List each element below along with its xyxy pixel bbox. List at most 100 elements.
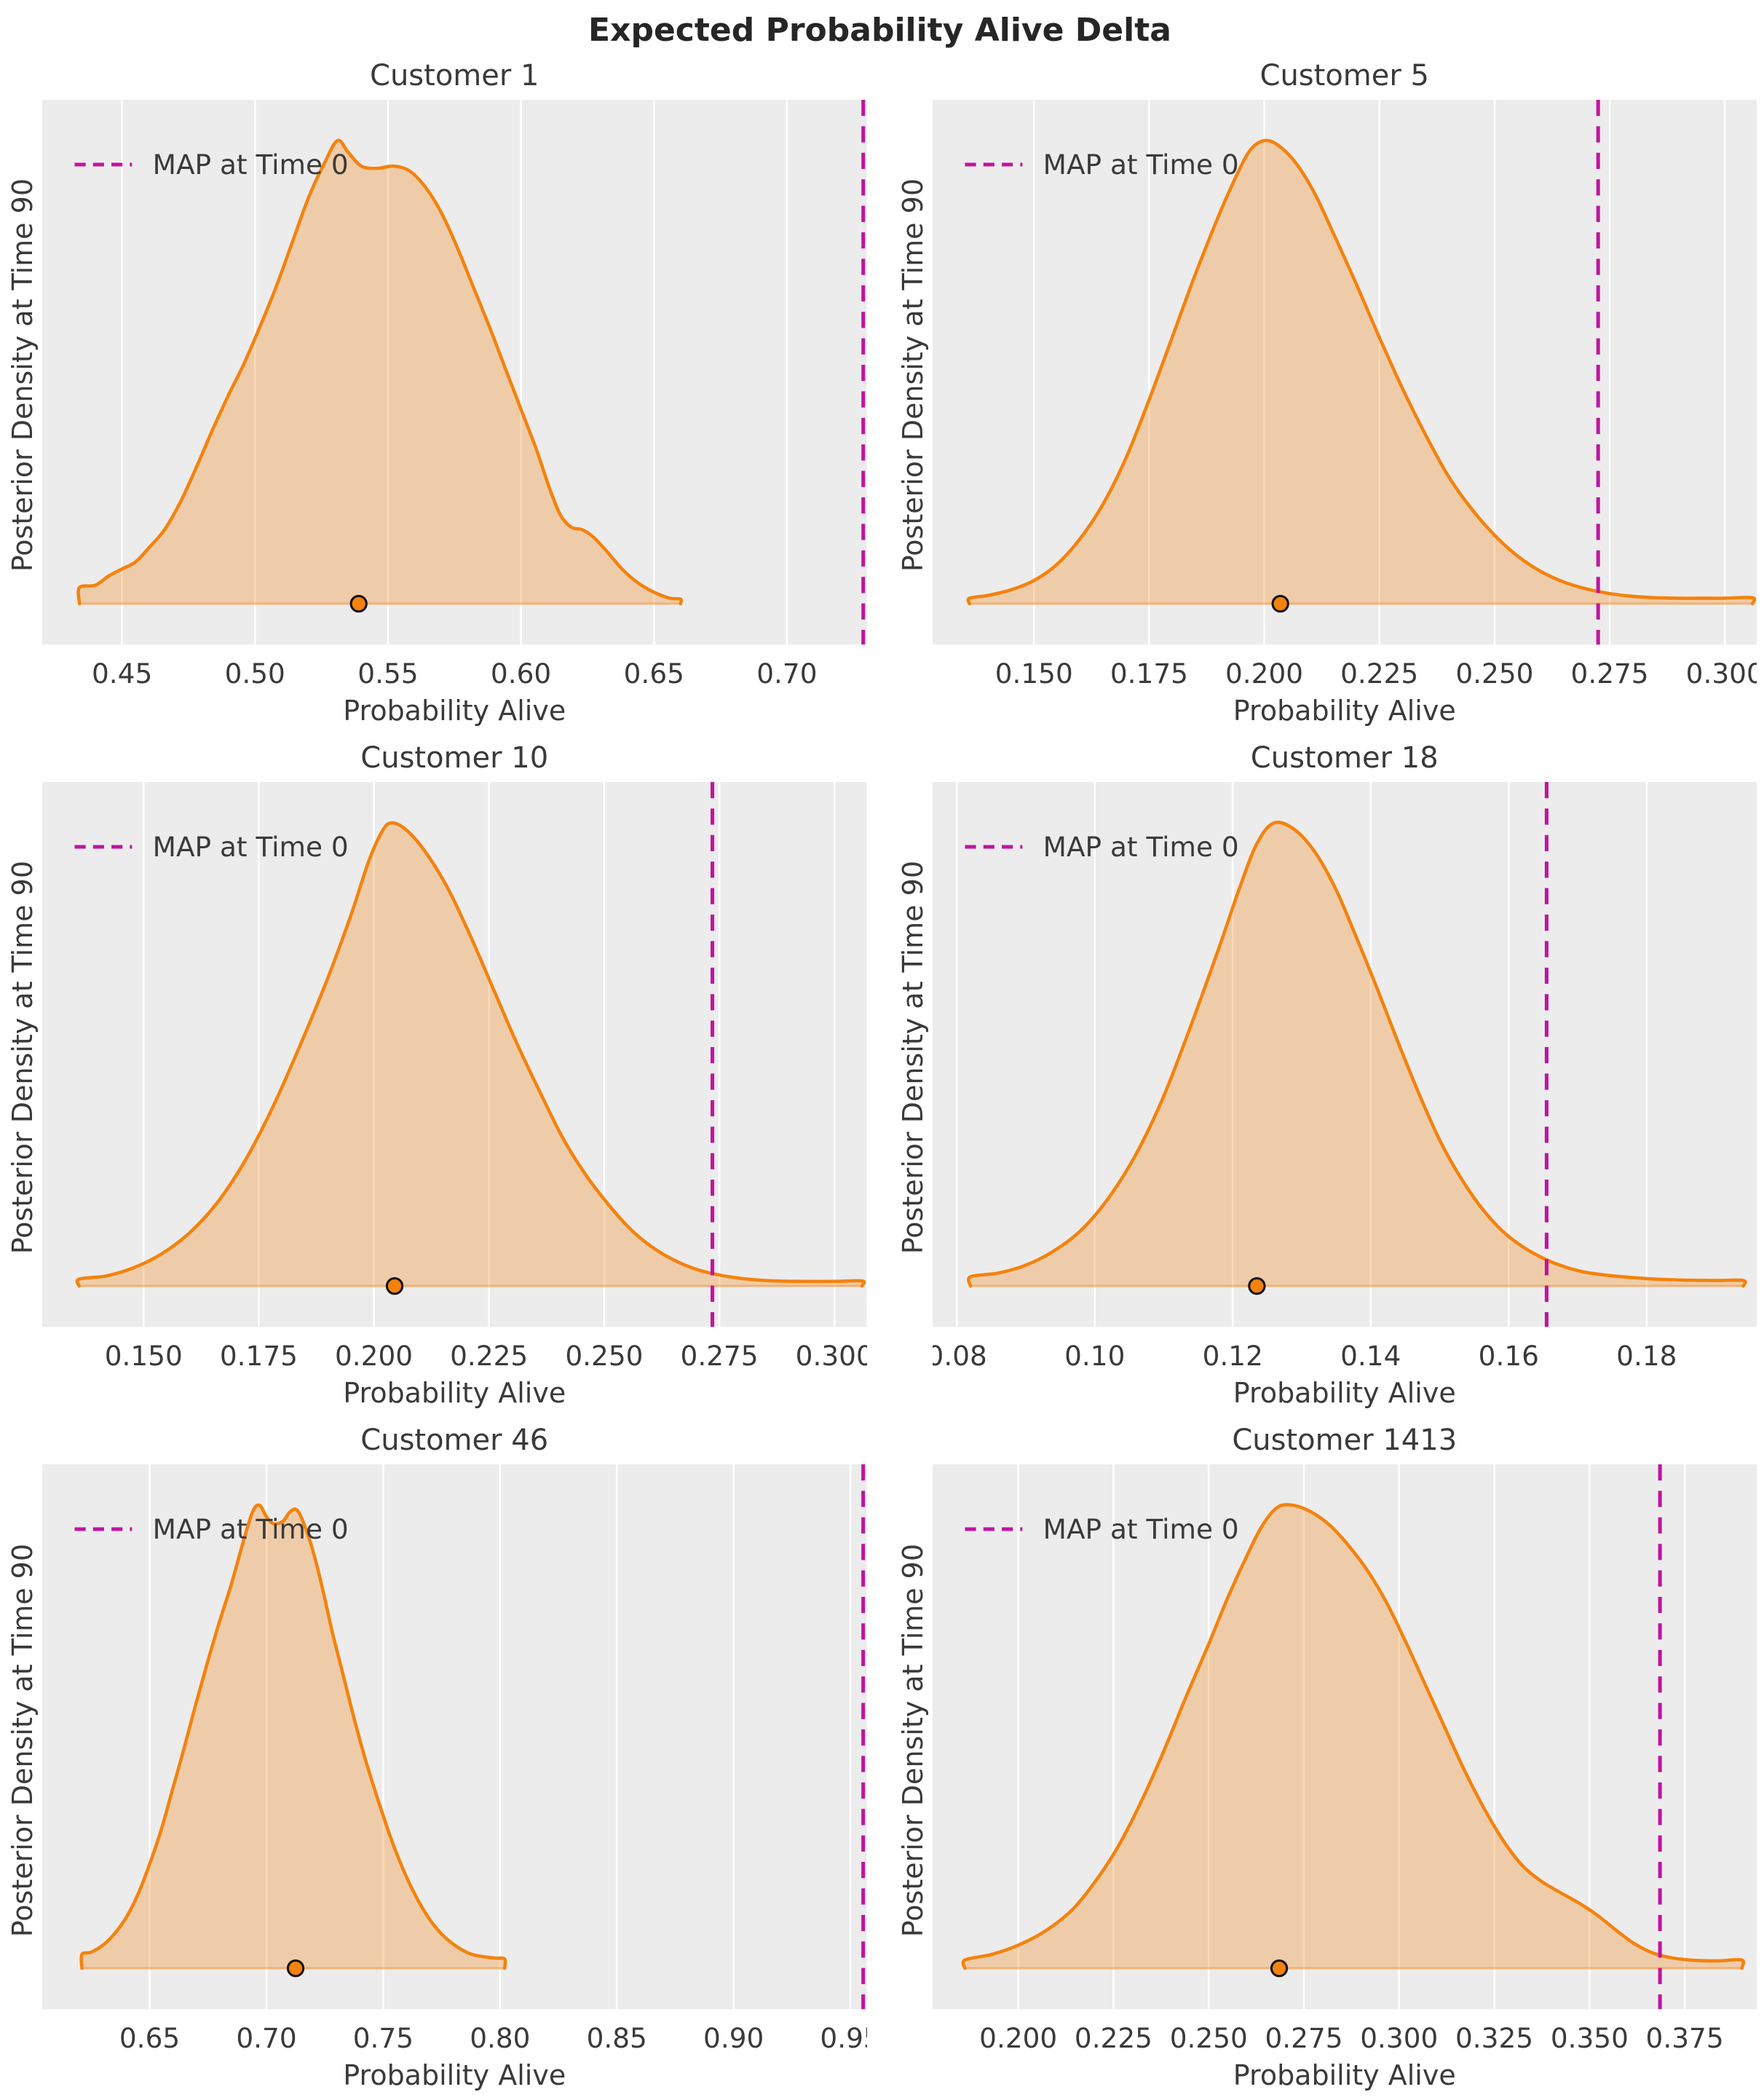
density-curve — [79, 1503, 507, 1970]
legend: MAP at Time 0 — [964, 1513, 1238, 1545]
subplot-title: Customer 1 — [370, 59, 539, 92]
expected-value-marker — [1247, 1277, 1266, 1295]
x-tick-label: 0.275 — [1570, 658, 1648, 690]
density-plot: MAP at Time 0 0.08 0.10 0.12 0.14 0.16 0.18 — [932, 782, 1757, 1372]
x-tick-label: 0.250 — [1169, 2022, 1247, 2054]
x-tick-label: 0.08 — [933, 1340, 987, 1372]
x-tick-label: 0.150 — [105, 1340, 183, 1372]
x-tick-label: 0.18 — [1616, 1340, 1677, 1372]
density-fill — [81, 1505, 506, 1969]
expected-value-marker — [1271, 595, 1289, 613]
x-tick-label: 0.225 — [1074, 2022, 1152, 2054]
x-tick-label: 0.250 — [565, 1340, 643, 1372]
y-axis-label: Posterior Density at Time 90 — [7, 861, 39, 1255]
density-curve — [961, 1503, 1745, 1970]
legend: MAP at Time 0 — [964, 149, 1238, 181]
x-tick-label: 0.70 — [236, 2022, 296, 2054]
x-tick-label: 0.275 — [681, 1340, 759, 1372]
plot-background — [932, 782, 1757, 1327]
expected-value-marker — [349, 595, 368, 613]
density-plot: MAP at Time 0 0.45 0.50 0.55 0.60 0.65 0.70 — [42, 100, 867, 690]
x-axis-label: Probability Alive — [343, 2059, 566, 2092]
x-tick-label: 0.275 — [1265, 2022, 1342, 2054]
legend: MAP at Time 0 — [964, 831, 1238, 863]
legend-label: MAP at Time 0 — [153, 1513, 349, 1545]
density-fill — [968, 822, 1745, 1287]
x-tick-label: 0.14 — [1340, 1340, 1401, 1372]
subplot-customer-18: Customer 18 Posterior Density at Time 90… — [893, 733, 1757, 1413]
density-curve — [75, 821, 866, 1288]
x-tick-label: 0.75 — [353, 2022, 414, 2054]
x-tick-label: 0.225 — [1340, 658, 1418, 690]
x-axis-label: Probability Alive — [1233, 2059, 1456, 2092]
x-tick-label: 0.250 — [1455, 658, 1533, 690]
subplot-customer-10: Customer 10 Posterior Density at Time 90… — [3, 733, 867, 1413]
x-tick-label: 0.12 — [1202, 1340, 1262, 1372]
x-tick-label: 0.85 — [587, 2022, 647, 2054]
x-tick-label: 0.65 — [119, 2022, 180, 2054]
x-tick-label: 0.70 — [756, 658, 817, 690]
x-tick-label: 0.300 — [1685, 658, 1757, 690]
x-tick-label: 0.225 — [450, 1340, 528, 1372]
legend-label: MAP at Time 0 — [1043, 831, 1238, 863]
plot-background — [42, 100, 867, 645]
x-tick-label: 0.95 — [820, 2022, 866, 2054]
x-tick-label: 0.200 — [979, 2022, 1057, 2054]
plot-background — [42, 782, 867, 1327]
density-curve — [966, 821, 1747, 1288]
x-tick-label: 0.10 — [1064, 1340, 1125, 1372]
expected-value-marker — [385, 1277, 404, 1295]
x-tick-label: 0.65 — [624, 658, 684, 690]
x-tick-label: 0.375 — [1645, 2022, 1723, 2054]
plot-background — [932, 1464, 1757, 2010]
x-axis-label: Probability Alive — [1233, 695, 1456, 727]
density-plot: MAP at Time 0 0.150 0.175 0.200 0.225 0.250 0.… — [932, 100, 1757, 690]
density-fill — [968, 140, 1755, 604]
x-tick-label: 0.300 — [1360, 2022, 1438, 2054]
x-tick-label: 0.200 — [1225, 658, 1302, 690]
density-fill — [76, 823, 864, 1287]
subplot-title: Customer 1413 — [1232, 1424, 1458, 1458]
density-curve — [966, 138, 1756, 606]
density-curve — [76, 138, 684, 606]
subplot-title: Customer 18 — [1250, 741, 1439, 775]
legend-label: MAP at Time 0 — [1043, 1513, 1238, 1545]
subplot-title: Customer 5 — [1259, 59, 1429, 92]
x-tick-label: 0.16 — [1478, 1340, 1538, 1372]
x-axis-label: Probability Alive — [343, 695, 566, 727]
subplot-grid: Customer 1 Posterior Density at Time 90 … — [3, 50, 1757, 2096]
x-tick-label: 0.60 — [491, 658, 551, 690]
y-axis-label: Posterior Density at Time 90 — [896, 1543, 929, 1937]
y-axis-label: Posterior Density at Time 90 — [7, 1543, 39, 1937]
x-axis-label: Probability Alive — [343, 1377, 566, 1410]
x-tick-label: 0.350 — [1550, 2022, 1628, 2054]
legend-label: MAP at Time 0 — [153, 831, 349, 863]
density-fill — [78, 140, 681, 604]
subplot-title: Customer 10 — [360, 741, 549, 775]
x-tick-label: 0.200 — [335, 1340, 413, 1372]
x-tick-label: 0.80 — [470, 2022, 530, 2054]
subplot-customer-5: Customer 5 Posterior Density at Time 90 … — [893, 50, 1757, 731]
x-tick-label: 0.175 — [220, 1340, 298, 1372]
y-axis-label: Posterior Density at Time 90 — [896, 861, 929, 1255]
x-tick-label: 0.90 — [703, 2022, 764, 2054]
expected-value-marker — [286, 1959, 305, 1978]
legend: MAP at Time 0 — [74, 831, 349, 863]
x-tick-label: 0.150 — [994, 658, 1072, 690]
x-tick-label: 0.50 — [225, 658, 285, 690]
x-tick-label: 0.55 — [357, 658, 418, 690]
y-axis-label: Posterior Density at Time 90 — [7, 178, 39, 572]
density-plot: MAP at Time 0 0.150 0.175 0.200 0.225 0.250 0.… — [42, 782, 867, 1372]
plot-background — [42, 1464, 867, 2010]
density-fill — [962, 1504, 1744, 1969]
x-tick-label: 0.325 — [1455, 2022, 1532, 2054]
subplot-customer-46: Customer 46 Posterior Density at Time 90… — [3, 1415, 867, 2096]
x-axis-label: Probability Alive — [1233, 1377, 1456, 1410]
y-axis-label: Posterior Density at Time 90 — [896, 178, 929, 572]
density-plot: MAP at Time 0 0.65 0.70 0.75 0.80 0.85 0.90 0.9… — [42, 1464, 867, 2054]
x-tick-label: 0.175 — [1110, 658, 1187, 690]
legend-label: MAP at Time 0 — [1043, 149, 1238, 181]
x-tick-label: 0.45 — [92, 658, 152, 690]
density-plot: MAP at Time 0 0.200 0.225 0.250 0.275 0.300 0.… — [932, 1464, 1757, 2054]
